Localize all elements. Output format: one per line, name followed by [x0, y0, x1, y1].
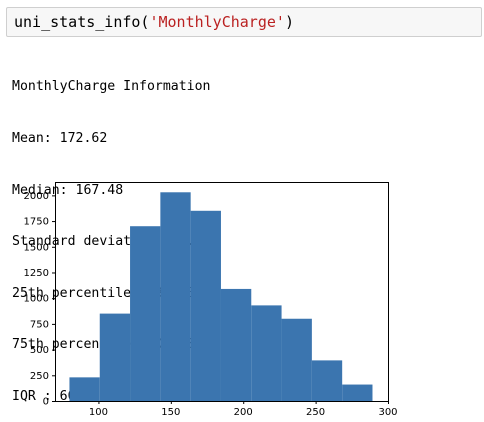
code-closing-paren: ) — [284, 13, 294, 31]
histogram-bar-1 — [99, 313, 131, 401]
code-function-text: uni_stats_info( — [14, 13, 150, 31]
histogram-bar-4 — [190, 210, 221, 401]
x-tick-label: 200 — [234, 407, 253, 418]
x-tick-label: 250 — [306, 407, 325, 418]
histogram-bar-3 — [160, 192, 191, 401]
histogram-bar-7 — [281, 318, 312, 401]
histogram-bar-8 — [311, 360, 343, 401]
code-input-cell[interactable]: uni_stats_info('MonthlyCharge') — [6, 7, 482, 37]
x-tick-label: 150 — [161, 407, 180, 418]
code-string-argument: 'MonthlyCharge' — [149, 13, 285, 31]
y-tick-label: 500 — [30, 345, 49, 356]
y-tick-label: 1500 — [24, 242, 49, 253]
y-tick-label: 250 — [30, 371, 49, 382]
output-line-mean: Mean: 172.62 — [12, 131, 108, 146]
y-tick-label: 1750 — [24, 217, 49, 228]
x-tick-label: 100 — [89, 407, 108, 418]
y-tick-label: 1250 — [24, 268, 49, 279]
histogram-bar-0 — [69, 377, 100, 401]
y-tick-label: 2000 — [24, 191, 49, 202]
y-tick-label: 1000 — [24, 294, 49, 305]
x-tick-label: 300 — [378, 407, 397, 418]
plot-frame — [55, 182, 389, 402]
histogram-bar-2 — [130, 226, 161, 401]
output-line-median: Median: 167.48 — [12, 182, 124, 198]
y-tick-label: 0 — [43, 397, 49, 408]
histogram-bar-6 — [251, 305, 282, 401]
histogram-bar-9 — [342, 384, 373, 401]
output-line-title: MonthlyCharge Information — [12, 79, 211, 95]
histogram-bar-5 — [220, 288, 252, 401]
y-tick-label: 750 — [30, 319, 49, 330]
